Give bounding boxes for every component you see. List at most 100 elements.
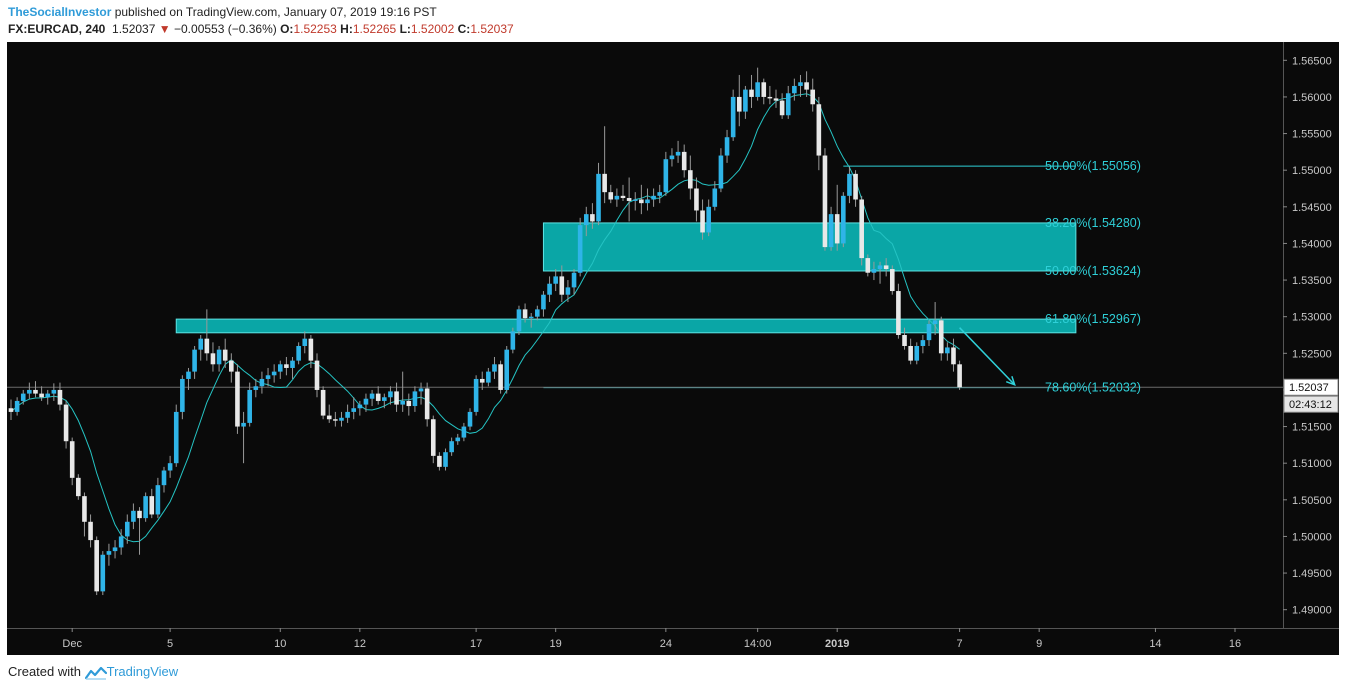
x-tick-label: Dec [62,638,82,650]
price-axis [1283,42,1339,628]
y-tick-label: 1.53000 [1292,312,1332,324]
candle-body [620,195,626,199]
chart-area[interactable]: 1.56500 1.56000 1.55500 1.55000 1.54500 1.540… [7,42,1339,655]
candle-body [883,265,889,270]
candle-body [235,371,240,427]
y-tick-label: 1.50500 [1292,495,1332,507]
candle-body [204,338,210,354]
candle-body [375,393,381,401]
x-tick-label: 2019 [825,638,849,650]
author-link[interactable]: TheSocialInvestor [8,5,112,19]
candle-body [216,349,222,365]
fib-zone [542,222,1077,272]
candle-body [473,378,479,412]
candle-body [45,393,51,398]
candle-body [602,173,607,193]
open-value: 1.52253 [293,22,337,36]
candlestick-chart[interactable]: 1.56500 1.56000 1.55500 1.55000 1.54500 1.540… [7,42,1339,655]
candle-body [326,415,332,420]
candle-body [498,364,503,390]
candle-body [210,353,216,365]
candle-body [76,477,81,497]
candle-body [779,100,785,116]
candle-body [559,276,565,295]
candle-body [51,389,57,394]
close-label: C: [457,22,471,36]
candle-body [828,214,834,248]
fib-label: 78.60%(1.52032) [1045,381,1141,395]
candle-body [749,89,754,97]
candle-body [522,309,528,319]
candle-body [639,199,644,204]
ohlc-legend: FX:EURCAD, 240 1.52037 ▼ −0.00553 (−0.36… [8,22,514,36]
tradingview-brand[interactable]: TradingView [106,664,179,679]
candle-body [920,340,926,346]
candle-body [277,364,283,372]
candle-body [418,388,424,392]
plot-background [7,42,1283,628]
candle-body [767,96,773,99]
candle-body [896,291,901,335]
candle-body [394,391,399,405]
candle-body [8,408,14,412]
candle-body [926,324,932,341]
last-price-tag [1283,378,1339,396]
candle-body [302,338,308,346]
time-axis [7,628,1339,655]
candle-body [792,85,797,94]
trend-arrowhead-icon [1005,376,1016,387]
candle-body [755,82,760,97]
x-tick-label: 7 [957,638,963,650]
candle-body [908,345,913,361]
y-tick-label: 1.49500 [1292,568,1332,580]
candle-body [430,419,436,456]
fib-label: 61.80%(1.52967) [1045,312,1141,326]
y-tick-label: 1.54000 [1292,238,1332,250]
candle-body [180,378,185,412]
candle-body [222,349,228,361]
candle-body [118,536,124,548]
candle-body [688,170,693,189]
candle-body [565,287,571,295]
candle-body [400,400,405,405]
candle-body [547,283,552,295]
candle-body [406,400,412,407]
x-tick-label: 10 [274,638,286,650]
candle-body [339,417,344,421]
candle-body [902,335,907,346]
candle-body [14,400,20,412]
fib-zone [175,318,1077,334]
candle-body [957,364,962,388]
candle-body [645,199,650,204]
candle-body [914,345,920,361]
x-tick-label: 24 [660,638,672,650]
candle-body [33,389,38,394]
candle-body [706,206,711,233]
candle-body [265,375,271,379]
candle-body [467,411,473,427]
last-price-tag-label: 1.52037 [1289,382,1329,394]
symbol-label: FX:EURCAD, 240 [8,22,106,36]
candle-body [626,198,632,201]
candle-body [663,159,669,193]
candle-body [241,422,246,427]
y-tick-label: 1.49000 [1292,605,1332,617]
candle-body [694,188,699,211]
x-tick-label: 16 [1229,638,1241,650]
y-tick-label: 1.50000 [1292,531,1332,543]
candle-body [590,214,595,222]
candle-body [632,199,638,201]
candle-body [161,470,167,486]
candle-body [253,386,259,390]
candle-body [112,547,118,552]
candle-body [259,378,265,387]
candle-body [932,320,938,325]
y-tick-label: 1.55500 [1292,129,1332,141]
candle-body [608,192,614,200]
candle-body [63,404,69,442]
x-tick-label: 12 [354,638,366,650]
candle-body [412,391,418,407]
footer: Created with TradingView [8,664,178,680]
candle-body [492,364,497,372]
candle-body [798,82,803,86]
